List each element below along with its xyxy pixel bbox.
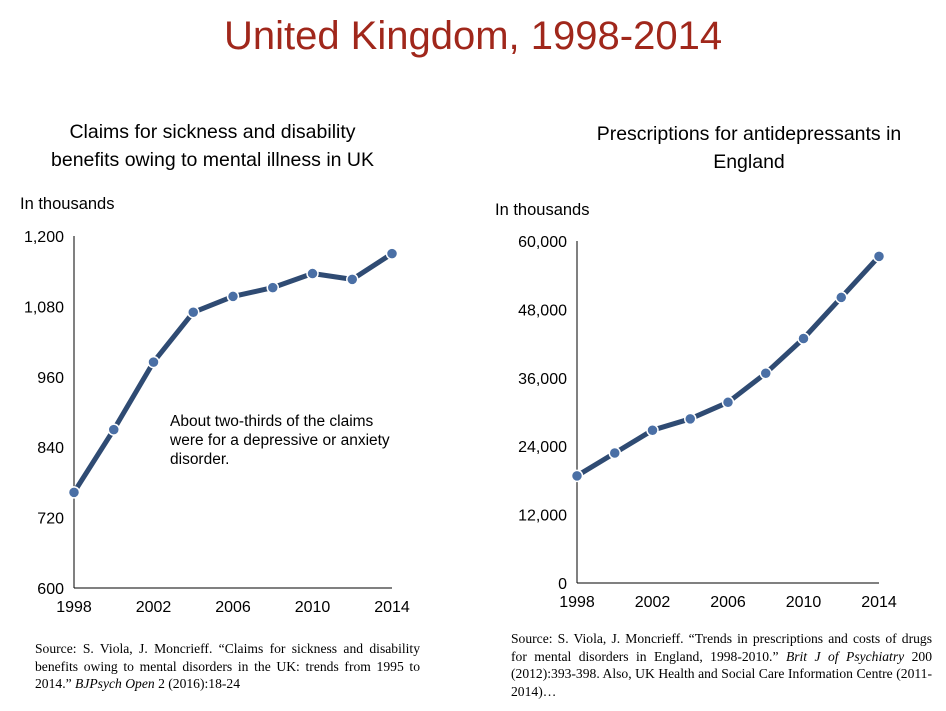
left-source-journal: BJPsych Open	[75, 676, 155, 691]
annotation-line-3: disorder.	[170, 451, 230, 468]
left-data-point	[147, 355, 160, 369]
left-x-tick-label: 2006	[215, 599, 251, 616]
right-y-tick-label: 48,000	[518, 302, 567, 319]
left-data-point	[346, 273, 359, 286]
right-chart-title-line-2: England	[713, 151, 785, 173]
left-x-tick-label: 2010	[295, 599, 331, 616]
annotation-line-2: were for a depressive or anxiety	[170, 432, 390, 449]
annotation-line-1: About two-thirds of the claims	[170, 413, 374, 430]
left-y-tick-label: 1,080	[24, 299, 64, 316]
left-x-tick-label: 1998	[56, 599, 92, 616]
right-source-text: Source: S. Viola, J. Moncrieff. “Trends …	[511, 631, 932, 664]
right-y-tick-label: 36,000	[518, 371, 567, 388]
right-data-point	[684, 412, 697, 426]
left-chart-annotation: About two-thirds of the claims were for …	[170, 412, 390, 469]
left-data-point	[385, 247, 399, 260]
left-data-point	[187, 306, 200, 319]
left-data-point	[266, 281, 279, 294]
left-data-point	[107, 423, 120, 436]
right-data-point	[759, 366, 772, 380]
right-source-citation: Source: S. Viola, J. Moncrieff. “Trends …	[511, 630, 932, 700]
right-data-point	[646, 423, 659, 437]
right-data-point	[872, 250, 886, 263]
right-source-journal: Brit J of Psychiatry	[785, 648, 905, 664]
right-y-tick-label: 0	[558, 576, 567, 593]
left-data-point	[226, 290, 240, 303]
right-y-tick-label: 24,000	[518, 439, 567, 456]
right-source-details: 200 (2012):393-398. Also, UK Health and …	[511, 648, 932, 699]
right-data-point	[608, 446, 621, 460]
left-y-unit-label: In thousands	[20, 195, 115, 213]
right-series-line	[574, 253, 882, 479]
right-y-tick-label: 12,000	[518, 508, 567, 525]
right-x-tick-label: 2002	[635, 594, 671, 611]
right-chart-title-line-1: Prescriptions for antidepressants in	[596, 123, 902, 145]
left-chart-title-line-2: benefits owing to mental illness in UK	[51, 149, 374, 171]
right-y-unit-label: In thousands	[495, 201, 590, 219]
right-data-point	[797, 332, 810, 345]
left-source-citation: Source: S. Viola, J. Moncrieff. “Claims …	[35, 640, 420, 693]
right-data-point	[835, 291, 848, 304]
right-x-tick-label: 2014	[861, 594, 897, 611]
left-y-tick-label: 600	[37, 581, 64, 598]
left-y-tick-label: 960	[37, 370, 64, 387]
left-x-tick-label: 2002	[136, 599, 172, 616]
right-chart-title: Prescriptions for antidepressants in Eng…	[560, 120, 938, 176]
left-y-tick-label: 720	[37, 511, 64, 528]
left-source-text: Source: S. Viola, J. Moncrieff. “Claims …	[35, 641, 420, 691]
left-x-tick-label: 2014	[374, 599, 410, 616]
page-title: United Kingdom, 1998-2014	[223, 14, 723, 58]
right-x-tick-label: 2010	[786, 594, 822, 611]
left-chart-title: Claims for sickness and disability benef…	[20, 118, 405, 174]
right-data-point	[570, 469, 584, 483]
left-y-tick-label: 840	[37, 440, 64, 457]
right-x-tick-label: 1998	[559, 594, 595, 611]
left-y-tick-label: 1,200	[24, 229, 64, 246]
left-data-point	[67, 486, 81, 499]
right-data-point	[721, 396, 735, 409]
left-data-point	[306, 267, 319, 280]
right-x-tick-label: 2006	[710, 594, 746, 611]
left-chart-title-line-1: Claims for sickness and disability	[69, 121, 356, 143]
left-source-details: 2 (2016):18-24	[154, 676, 240, 691]
right-y-tick-label: 60,000	[518, 234, 567, 251]
